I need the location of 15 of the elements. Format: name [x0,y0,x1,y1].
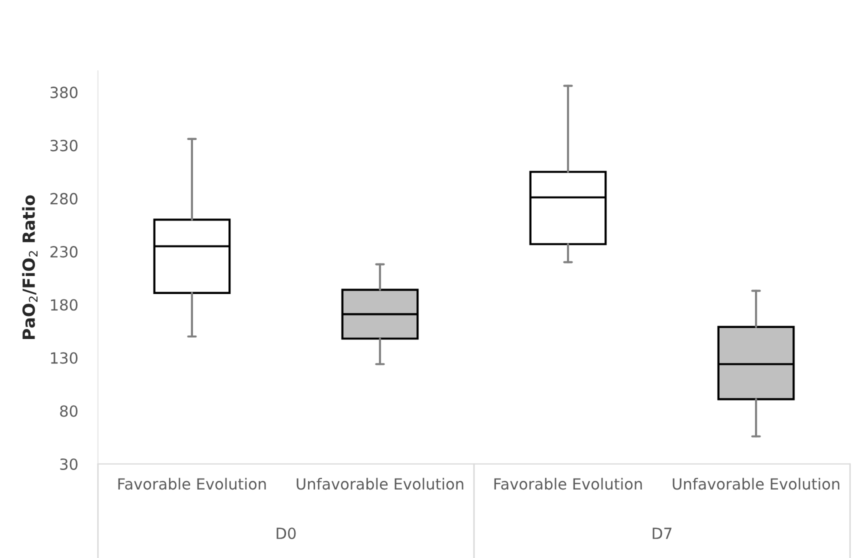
y-tick-label: 280 [50,192,78,204]
y-tick-label: 80 [60,405,78,417]
x-tick-label: Favorable Evolution [118,478,266,490]
y-tick-label: 30 [60,458,78,470]
x-tick-label: Unfavorable Evolution [296,478,464,490]
y-tick-label: 230 [50,246,78,258]
y-tick-label: 380 [50,86,78,98]
y-axis-title: PaO$_{2}$/FiO$_{2}$ Ratio [22,195,38,340]
y-tick-label: 330 [50,140,78,152]
y-tick-label: 180 [51,299,78,311]
text: D7 [652,528,672,539]
text: D0 [276,528,296,540]
y-tick-label: 130 [51,352,78,364]
x-tick-label: Unfavorable Evolution [672,478,840,490]
x-tick-label: Favorable Evolution [494,478,642,490]
